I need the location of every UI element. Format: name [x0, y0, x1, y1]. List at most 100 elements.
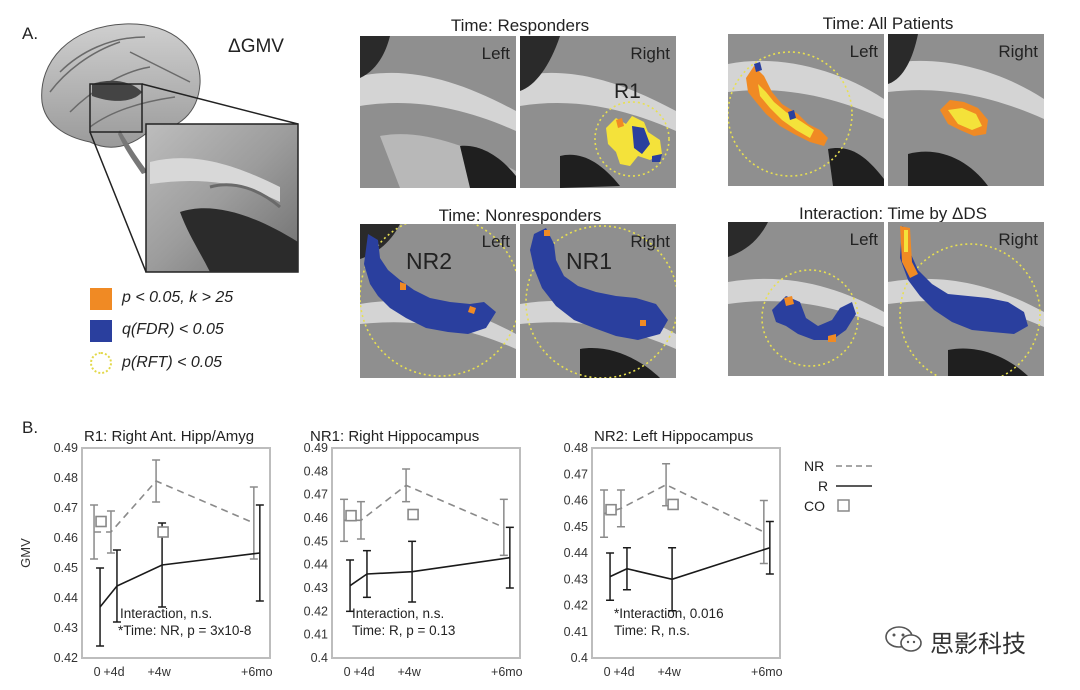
- y-tick-label: 0.42: [54, 651, 78, 665]
- x-tick-label: +6mo: [241, 665, 273, 679]
- r-series-line: [349, 556, 510, 587]
- chart-1-title: R1: Right Ant. Hipp/Amyg: [84, 428, 255, 445]
- map-all-patients-left-label: Left: [849, 42, 878, 61]
- y-tick-label: 0.44: [564, 546, 588, 560]
- chart-3-title: NR2: Left Hippocampus: [594, 428, 754, 445]
- legend-co-label: CO: [804, 498, 825, 514]
- y-axis-label: GMV: [18, 538, 33, 568]
- map-interaction-right-label: Right: [998, 230, 1038, 249]
- r-series-line: [99, 552, 260, 608]
- x-tick-label: 0: [604, 665, 611, 679]
- co-marker: [667, 498, 679, 511]
- y-tick-label: 0.45: [564, 520, 588, 534]
- y-tick-label: 0.47: [54, 501, 78, 515]
- map-responders-left-label: Left: [481, 44, 510, 63]
- map-interaction-left-label: Left: [849, 230, 878, 249]
- legend-swatch-rft: [90, 352, 112, 374]
- mri-responders-left: Left: [360, 36, 516, 188]
- chart-nr1-right-hippocampus: 0.49 0.48 0.47 0.46 0.45 0.44 0.43 0.42 0.41 0.4 0…: [304, 441, 523, 679]
- x-tick-label: +6mo: [751, 665, 783, 679]
- legend-swatch-uncorrected: [90, 288, 112, 310]
- y-tick-label: 0.45: [304, 534, 328, 548]
- co-marker: [407, 508, 419, 521]
- y-tick-label: 0.4: [571, 651, 588, 665]
- map-title-nonresponders: Time: Nonresponders: [438, 206, 602, 225]
- y-tick-label: 0.43: [304, 581, 328, 595]
- y-tick-label: 0.45: [54, 561, 78, 575]
- legend-text-uncorrected: p < 0.05, k > 25: [122, 289, 234, 306]
- watermark-text: 思影科技: [930, 630, 1026, 658]
- y-tick-label: 0.46: [304, 511, 328, 525]
- x-tick-label: +6mo: [491, 665, 523, 679]
- chart-2-annotation-2: Time: R, p = 0.13: [352, 623, 456, 638]
- chart-2-annotation-1: Interaction, n.s.: [352, 606, 445, 621]
- y-tick-label: 0.46: [564, 494, 588, 508]
- legend-text-fdr: q(FDR) < 0.05: [122, 321, 224, 338]
- gmv-label: ΔGMV: [228, 36, 284, 57]
- y-tick-label: 0.47: [304, 488, 328, 502]
- y-tick-label: 0.49: [54, 441, 78, 455]
- y-tick-label: 0.43: [564, 572, 588, 586]
- mri-all-patients-left: Left: [728, 34, 884, 186]
- cluster-label-nr2: NR2: [406, 248, 453, 274]
- y-tick-label: 0.44: [54, 591, 78, 605]
- y-tick-label: 0.48: [304, 464, 328, 478]
- map-title-interaction: Interaction: Time by ΔDS: [798, 204, 988, 223]
- co-marker: [157, 526, 169, 538]
- chart-2-title: NR1: Right Hippocampus: [310, 428, 480, 445]
- brain-sagittal-illustration: [41, 23, 299, 273]
- chart-frame: [591, 447, 781, 659]
- y-tick-label: 0.43: [54, 621, 78, 635]
- chart-r1-right-ant-hipp-amyg: 0.49 0.48 0.47 0.46 0.45 0.44 0.43 0.42 GMV 0 +4d +…: [18, 441, 273, 679]
- y-tick-label: 0.48: [54, 471, 78, 485]
- map-all-patients-right-label: Right: [998, 42, 1038, 61]
- mri-all-patients-right: Right: [888, 34, 1044, 186]
- panel-a-letter: A.: [22, 24, 39, 43]
- co-marker: [95, 515, 107, 528]
- x-tick-label: 0: [344, 665, 351, 679]
- nr-series-line: [94, 480, 255, 533]
- panel-b-legend: NR R CO: [804, 458, 872, 514]
- legend-text-rft: p(RFT) < 0.05: [122, 354, 223, 371]
- cluster-label-r1: R1: [614, 80, 641, 103]
- y-tick-label: 0.42: [304, 604, 328, 618]
- mri-interaction-right: Right: [888, 222, 1044, 376]
- x-tick-label: +4w: [397, 665, 421, 679]
- chart-frame: [81, 447, 271, 659]
- map-title-all-patients: Time: All Patients: [822, 14, 954, 33]
- r-series-line: [609, 546, 771, 581]
- map-responders-right-label: Right: [630, 44, 670, 63]
- y-tick-label: 0.4: [311, 651, 328, 665]
- y-tick-label: 0.41: [304, 628, 328, 642]
- x-tick-label: +4w: [657, 665, 681, 679]
- mri-interaction-left: Left: [728, 222, 884, 376]
- legend-swatch-fdr: [90, 320, 112, 342]
- x-tick-label: +4d: [353, 665, 374, 679]
- legend-r-label: R: [818, 478, 828, 494]
- nr-series-line: [344, 484, 505, 529]
- x-tick-label: +4d: [613, 665, 634, 679]
- chart-nr2-left-hippocampus: 0.48 0.47 0.46 0.45 0.44 0.43 0.42 0.41 0.4 0 +4d +…: [564, 441, 783, 679]
- chart-3-annotation-1: *Interaction, 0.016: [614, 606, 724, 621]
- y-tick-label: 0.49: [304, 441, 328, 455]
- y-tick-label: 0.44: [304, 558, 328, 572]
- legend-nr-label: NR: [804, 458, 824, 474]
- map-nonresponders-left-label: Left: [481, 232, 510, 251]
- chart-1-annotation-2: *Time: NR, p = 3x10-8: [118, 623, 252, 638]
- cluster-label-nr1: NR1: [566, 248, 613, 274]
- chart-1-annotation-1: Interaction, n.s.: [120, 606, 213, 621]
- y-tick-label: 0.42: [564, 599, 588, 613]
- chart-frame: [331, 447, 521, 659]
- y-tick-label: 0.41: [564, 625, 588, 639]
- mri-nonresponders-right: Right NR1: [520, 224, 676, 378]
- mri-responders-right: Right R1: [520, 36, 676, 188]
- y-tick-label: 0.47: [564, 467, 588, 481]
- wechat-logo-icon: [884, 624, 924, 654]
- x-tick-label: +4w: [147, 665, 171, 679]
- co-marker: [605, 503, 617, 516]
- map-nonresponders-right-label: Right: [630, 232, 670, 251]
- panel-b-letter: B.: [22, 418, 39, 437]
- nr-series-line: [603, 483, 765, 533]
- chart-3-annotation-2: Time: R, n.s.: [614, 623, 691, 638]
- y-tick-label: 0.46: [54, 531, 78, 545]
